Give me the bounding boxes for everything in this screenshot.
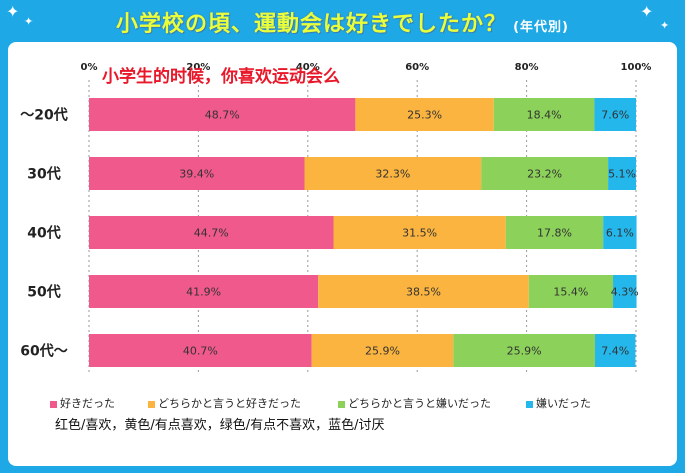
data-label: 32.3% bbox=[375, 168, 410, 181]
category-labels: 〜20代 30代 40代 50代 60代〜 bbox=[20, 107, 67, 360]
bars: 48.7% 25.3% 18.4% 7.6% 39.4% 32.3% 23.2% 5.1% 44… bbox=[89, 98, 639, 367]
chart-title-text: 小学校の頃、運動会は好きでしたか？ bbox=[116, 12, 508, 37]
data-label: 41.9% bbox=[186, 286, 221, 299]
bar-segment bbox=[481, 157, 609, 190]
x-axis-ticks: 0% 20% 40% 60% 80% 100% bbox=[81, 62, 652, 73]
data-label: 31.5% bbox=[402, 227, 437, 240]
data-label: 44.7% bbox=[194, 227, 229, 240]
data-label: 40.7% bbox=[183, 345, 218, 358]
bar-segment bbox=[333, 216, 506, 249]
bar-segment bbox=[311, 334, 454, 367]
legend-swatch bbox=[338, 400, 345, 408]
legend-label: どちらかと言うと嫌いだった bbox=[348, 397, 491, 410]
bar-segment bbox=[89, 334, 312, 367]
sparkle-icon: ✦ bbox=[640, 2, 654, 21]
x-tick-label: 20% bbox=[186, 62, 210, 73]
bar-segment bbox=[89, 157, 305, 190]
x-tick-label: 100% bbox=[621, 62, 652, 73]
data-label: 25.9% bbox=[365, 345, 400, 358]
legend-swatch bbox=[50, 400, 57, 408]
legend-item: どちらかと言うと好きだった bbox=[148, 395, 301, 411]
bar-segment bbox=[505, 216, 604, 249]
data-label: 38.5% bbox=[406, 286, 441, 299]
data-label: 15.4% bbox=[553, 286, 588, 299]
data-label: 23.2% bbox=[527, 168, 562, 181]
bar-segment bbox=[89, 275, 319, 308]
data-label: 25.3% bbox=[407, 109, 442, 122]
bar-segment bbox=[493, 98, 595, 131]
sparkle-icon: ✦ bbox=[660, 19, 670, 32]
category-label: 40代 bbox=[27, 225, 60, 242]
category-label: 60代〜 bbox=[20, 343, 67, 360]
legend-label: 好きだった bbox=[60, 397, 115, 410]
legend-label: 嫌いだった bbox=[536, 397, 591, 410]
bar-segment bbox=[89, 216, 334, 249]
data-label: 25.9% bbox=[507, 345, 542, 358]
bar-segment bbox=[89, 98, 356, 131]
data-label: 17.8% bbox=[537, 227, 572, 240]
bar-segment bbox=[528, 275, 614, 308]
legend-translation: 红色/喜欢，黄色/有点喜欢，绿色/有点不喜欢，蓝色/讨厌 bbox=[55, 418, 385, 433]
bar-segment bbox=[594, 98, 636, 131]
category-label: 〜20代 bbox=[20, 107, 67, 124]
data-label: 6.1% bbox=[606, 227, 634, 240]
legend-item: 好きだった bbox=[50, 395, 115, 411]
x-tick-label: 80% bbox=[515, 62, 539, 73]
header: 小学校の頃、運動会は好きでしたか？ (年代別) bbox=[0, 0, 685, 44]
overlay-note: 小学生的时候，你喜欢运动会么 bbox=[102, 67, 340, 87]
data-label: 5.1% bbox=[608, 168, 636, 181]
chart-subtitle: (年代別) bbox=[513, 20, 569, 35]
bar-segment bbox=[355, 98, 494, 131]
data-label: 7.4% bbox=[601, 345, 629, 358]
bar-segment bbox=[453, 334, 595, 367]
bar-segment bbox=[594, 334, 636, 367]
legend-item: どちらかと言うと嫌いだった bbox=[338, 395, 491, 411]
source-note: 2015年9月集計 （株)引越し侍 調べ bbox=[517, 455, 663, 465]
category-label: 50代 bbox=[27, 284, 60, 301]
data-label: 4.3% bbox=[611, 286, 639, 299]
data-label: 7.6% bbox=[601, 109, 629, 122]
x-tick-label: 60% bbox=[405, 62, 429, 73]
legend-item: 嫌いだった bbox=[526, 395, 591, 411]
bar-segment bbox=[603, 216, 637, 249]
data-label: 18.4% bbox=[527, 109, 562, 122]
sparkle-icon: ✦ bbox=[24, 15, 34, 28]
sparkle-icon: ✦ bbox=[6, 2, 20, 21]
bar-segment bbox=[318, 275, 529, 308]
data-label: 48.7% bbox=[205, 109, 240, 122]
x-tick-label: 40% bbox=[296, 62, 320, 73]
bar-segment bbox=[613, 275, 637, 308]
legend-swatch bbox=[148, 400, 155, 408]
legend-label: どちらかと言うと好きだった bbox=[158, 397, 301, 410]
legend: 好きだった どちらかと言うと好きだった どちらかと言うと嫌いだった 嫌いだった bbox=[50, 395, 670, 413]
chart-title: 小学校の頃、運動会は好きでしたか？ (年代別) bbox=[0, 6, 685, 38]
bar-segment bbox=[608, 157, 636, 190]
legend-swatch bbox=[526, 400, 533, 408]
x-tick-label: 0% bbox=[81, 62, 98, 73]
bar-segment bbox=[304, 157, 482, 190]
category-label: 30代 bbox=[27, 166, 60, 183]
data-label: 39.4% bbox=[179, 168, 214, 181]
